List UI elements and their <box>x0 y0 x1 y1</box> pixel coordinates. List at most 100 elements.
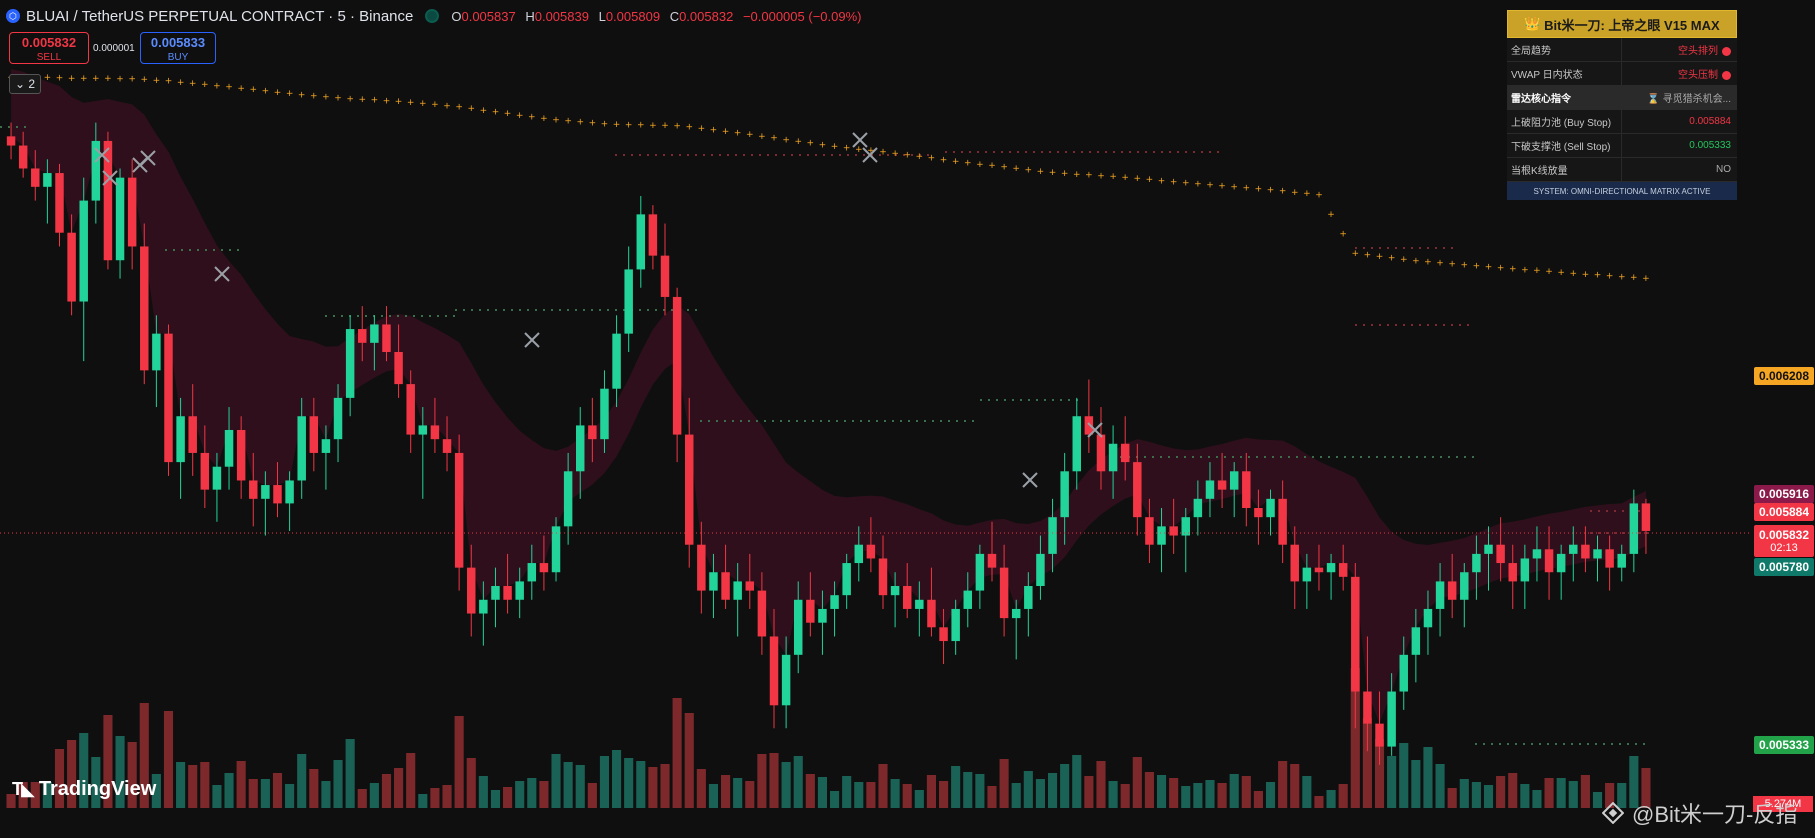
candle-body <box>1145 517 1154 545</box>
volume-bar <box>1314 796 1324 808</box>
candle-body <box>1302 567 1312 582</box>
volume-bar <box>1096 761 1106 808</box>
x-marker <box>1087 422 1103 438</box>
candle-body <box>188 416 197 453</box>
symbol-title[interactable]: BLUAI / TetherUS PERPETUAL CONTRACT · 5 … <box>26 7 414 25</box>
tradingview-logo[interactable]: T◣ TradingView <box>12 778 157 800</box>
candle <box>442 416 452 472</box>
volume-bar <box>527 778 537 808</box>
trend-dot: + <box>867 146 875 156</box>
volume-bar <box>1108 781 1118 808</box>
indicator-collapse-button[interactable]: ⌄ 2 <box>9 74 41 94</box>
trend-dot: + <box>480 106 488 116</box>
volume-bar <box>1132 757 1142 808</box>
trend-dot: + <box>1109 172 1117 182</box>
candle <box>1024 572 1033 637</box>
volume-bar <box>708 784 719 808</box>
volume-bar <box>163 711 174 808</box>
trend-dot: + <box>492 108 500 118</box>
volume-bar <box>963 772 973 808</box>
candle-body <box>1193 498 1203 518</box>
volume-bar <box>1193 783 1203 808</box>
price-tag-buy-stop: 0.005884 <box>1754 503 1814 521</box>
candle-body <box>1447 581 1457 600</box>
candle-body <box>454 452 464 568</box>
trend-dot: + <box>213 81 221 91</box>
volume-bar <box>539 781 549 808</box>
candle-body <box>757 590 767 637</box>
candle-body <box>987 553 997 568</box>
candle <box>43 159 52 224</box>
trend-dot: + <box>1267 186 1275 196</box>
volume-bar <box>248 779 258 808</box>
candle <box>503 553 512 614</box>
candle-body <box>1641 503 1651 531</box>
volume-bar <box>369 783 379 808</box>
volume-bar <box>54 749 65 808</box>
candle <box>890 572 900 628</box>
candle-body <box>1484 544 1493 554</box>
sell-button[interactable]: 0.005832 SELL <box>9 32 89 64</box>
candle <box>1084 379 1094 453</box>
trend-dot: + <box>68 74 76 84</box>
candle-body <box>1617 553 1626 568</box>
market-status-icon[interactable] <box>425 9 440 23</box>
candle <box>1411 608 1421 683</box>
volume-bar <box>1144 772 1154 808</box>
price-tag-cloud: 0.005916 <box>1754 485 1814 503</box>
price-tag-sell-stop: 0.005333 <box>1754 736 1814 754</box>
candle <box>902 563 912 619</box>
trend-dot: + <box>1606 272 1614 282</box>
spread-value: 0.000001 <box>93 43 135 54</box>
volume-bar <box>878 764 888 808</box>
volume-bar <box>454 716 464 808</box>
volume-bar <box>1556 778 1566 808</box>
candle-body <box>818 608 827 623</box>
candle <box>297 397 306 499</box>
buy-button[interactable]: 0.005833 BUY <box>140 32 216 64</box>
candle-body <box>1278 498 1287 545</box>
trend-dot: + <box>1121 173 1129 183</box>
vwap-cloud-area <box>11 69 1646 724</box>
trend-dot: + <box>698 124 706 134</box>
candle-body <box>321 439 331 453</box>
volume-bar <box>1072 755 1082 808</box>
candle-body <box>1496 544 1505 564</box>
candle <box>1229 462 1239 518</box>
candle-body <box>551 526 561 573</box>
candle <box>406 370 415 453</box>
candle-body <box>1266 498 1275 518</box>
trend-dot: + <box>1582 270 1590 280</box>
candle-body <box>479 599 488 614</box>
trend-dot: + <box>964 158 972 168</box>
candle <box>927 567 936 637</box>
candle-body <box>539 563 549 573</box>
volume-bar <box>176 762 186 808</box>
volume-bar <box>42 782 52 808</box>
candle-body <box>636 214 646 270</box>
volume-bar <box>551 754 561 808</box>
candle <box>1484 526 1493 591</box>
candle <box>842 553 851 609</box>
trend-dot: + <box>746 130 754 140</box>
candle <box>1266 489 1275 536</box>
candle-body <box>176 416 185 463</box>
candle <box>1387 673 1396 756</box>
x-marker <box>524 332 540 348</box>
candle <box>830 581 839 637</box>
volume-bar <box>6 794 16 808</box>
volume-bar <box>1217 783 1227 808</box>
candle <box>212 452 222 522</box>
trend-dot: + <box>92 74 100 84</box>
trend-dot: + <box>128 75 136 85</box>
candle <box>91 122 101 224</box>
trend-dot: + <box>637 121 645 131</box>
candle-body <box>358 329 367 343</box>
volume-bar <box>1411 760 1421 808</box>
candle-body <box>1254 508 1263 518</box>
candle <box>164 324 173 476</box>
candle <box>1605 535 1614 591</box>
candle <box>1036 535 1045 600</box>
candle <box>1423 590 1433 655</box>
